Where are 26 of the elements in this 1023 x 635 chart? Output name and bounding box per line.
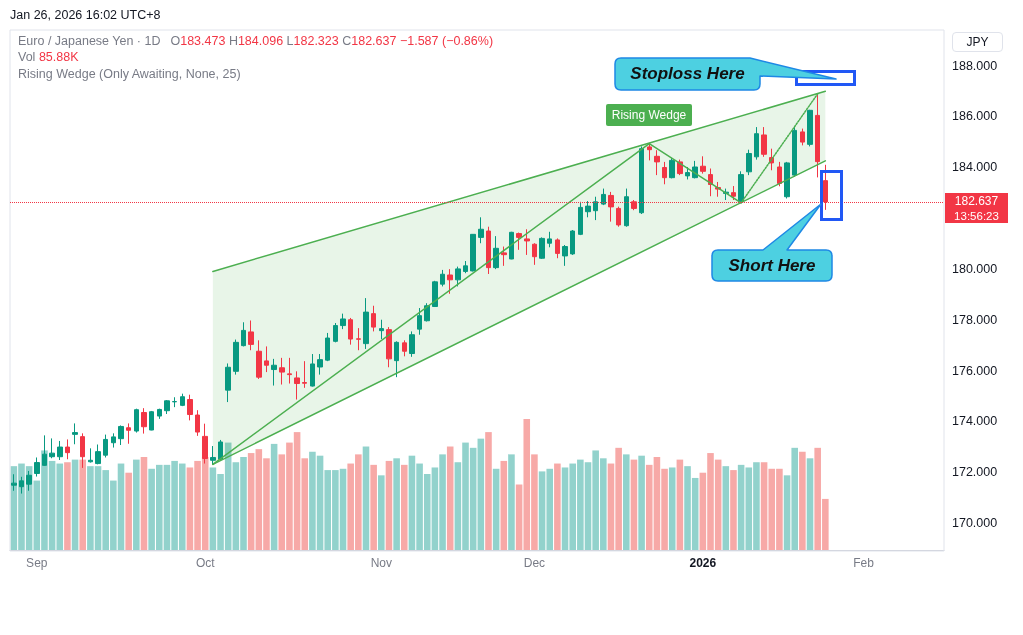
x-tick-label: Dec — [523, 556, 546, 570]
annotation: Rising Wedge (Only Awaiting, None, 25) — [18, 66, 241, 82]
y-axis-title: JPY — [952, 32, 1003, 52]
chart-title: Vol 85.88K — [18, 50, 79, 64]
y-tick-label: 178.000 — [952, 312, 998, 327]
text: Jan 26, 2026 16:02 UTC+8 — [10, 7, 161, 23]
text: 13:56:23 — [945, 208, 1008, 223]
x-tick-label: 2026 — [689, 556, 717, 570]
ref-line-label: 182.637 — [945, 192, 1008, 209]
y-tick-label: 186.000 — [952, 109, 998, 124]
y-tick-label: 172.000 — [952, 465, 998, 480]
y-tick-label: 180.000 — [952, 261, 998, 276]
y-tick-label: 188.000 — [952, 58, 998, 73]
chart-title: Euro / Japanese Yen · 1D — [18, 34, 161, 48]
y-tick-label: 174.000 — [952, 414, 998, 429]
y-tick-label: 184.000 — [952, 160, 998, 175]
y-tick-label: 170.000 — [952, 516, 998, 531]
x-tick-label: Feb — [853, 556, 875, 570]
x-tick-label: Nov — [370, 556, 392, 570]
x-tick-label: Sep — [26, 556, 48, 570]
annotation: Stoploss Here — [629, 63, 746, 85]
x-tick-label: Oct — [195, 556, 216, 570]
annotation: Rising Wedge — [606, 104, 692, 126]
y-tick-label: 176.000 — [952, 363, 998, 378]
annotation: Short Here — [727, 255, 817, 277]
text: O183.473 H184.096 L182.323 C182.637 −1.587 (−0.86%) — [170, 34, 494, 48]
